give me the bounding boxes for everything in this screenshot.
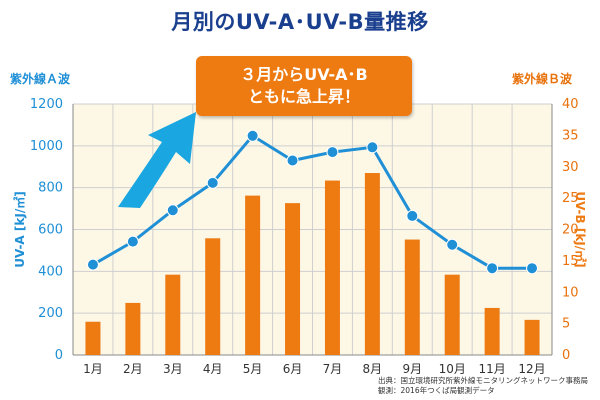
uvb-bar <box>484 307 500 355</box>
right-axis-title: UV-B [kJ/㎡] <box>573 191 588 267</box>
callout-box: ３月からUV-A･B ともに急上昇！ <box>196 56 412 116</box>
left-tick-label: 200 <box>38 306 63 321</box>
uva-point <box>366 141 379 154</box>
x-tick-label: 7月 <box>323 362 343 376</box>
right-tick-label: 35 <box>562 128 579 143</box>
left-tick-label: 0 <box>55 348 63 363</box>
right-tick-label: 5 <box>562 317 570 332</box>
uva-point <box>246 129 259 142</box>
uvb-bar <box>364 173 380 355</box>
x-tick-label: 2月 <box>123 362 143 376</box>
uvb-bar <box>205 238 221 355</box>
left-tick-label: 800 <box>38 181 63 196</box>
x-tick-label: 3月 <box>163 362 183 376</box>
right-tick-label: 15 <box>562 254 579 269</box>
uva-point <box>206 176 219 189</box>
right-tick-label: 30 <box>562 160 579 175</box>
uvb-bar <box>165 274 181 355</box>
uvb-bar <box>245 195 261 355</box>
uva-point <box>286 154 299 167</box>
x-tick-label: 10月 <box>439 362 466 376</box>
rising-arrow-icon <box>118 112 196 208</box>
right-tick-label: 25 <box>562 191 579 206</box>
left-tick-label: 1000 <box>30 139 63 154</box>
x-tick-label: 1月 <box>83 362 103 376</box>
uva-point <box>166 204 179 217</box>
uvb-bar <box>324 180 340 355</box>
x-tick-label: 6月 <box>283 362 303 376</box>
uvb-bar <box>524 319 540 355</box>
uvb-bar <box>444 274 460 355</box>
callout-line-1: ３月からUV-A･B <box>240 65 368 84</box>
uvb-bar <box>125 302 141 355</box>
uva-point <box>486 262 499 275</box>
source-note: 出典：国立環境研究所紫外線モニタリングネットワーク事務局 観測：2016年つくば… <box>378 376 588 396</box>
right-tick-label: 10 <box>562 285 579 300</box>
callout-line-2: ともに急上昇！ <box>247 87 360 106</box>
x-tick-label: 5月 <box>243 362 263 376</box>
x-tick-label: 11月 <box>478 362 505 376</box>
right-tick-label: 20 <box>562 223 579 238</box>
uvb-bar <box>285 203 301 355</box>
uvb-bar <box>85 321 101 355</box>
chart-title: 月別のUV-A･UV-B量推移 <box>171 10 429 34</box>
uva-point <box>326 146 339 159</box>
uvb-bar <box>404 239 420 355</box>
x-tick-label: 8月 <box>363 362 383 376</box>
uva-line <box>92 133 533 270</box>
left-axis-title: UV-A [kJ/㎡] <box>12 191 27 267</box>
right-tick-label: 40 <box>562 97 579 112</box>
source-line-2: 観測：2016年つくば局観測データ <box>378 386 495 395</box>
uva-point <box>526 262 539 275</box>
source-line-1: 出典：国立環境研究所紫外線モニタリングネットワーク事務局 <box>378 376 588 385</box>
uva-point <box>126 235 139 248</box>
x-tick-label: 9月 <box>402 362 422 376</box>
right-tick-label: 0 <box>562 348 570 363</box>
uva-point <box>406 209 419 222</box>
left-tick-label: 600 <box>38 223 63 238</box>
left-tick-label: 1200 <box>30 97 63 112</box>
x-tick-label: 4月 <box>203 362 223 376</box>
left-axis-header: 紫外線Ａ波 <box>10 72 71 86</box>
x-tick-label: 12月 <box>518 362 545 376</box>
left-tick-label: 400 <box>38 264 63 279</box>
uva-point <box>446 238 459 251</box>
right-axis-header: 紫外線Ｂ波 <box>511 72 572 86</box>
uva-point <box>86 258 99 271</box>
